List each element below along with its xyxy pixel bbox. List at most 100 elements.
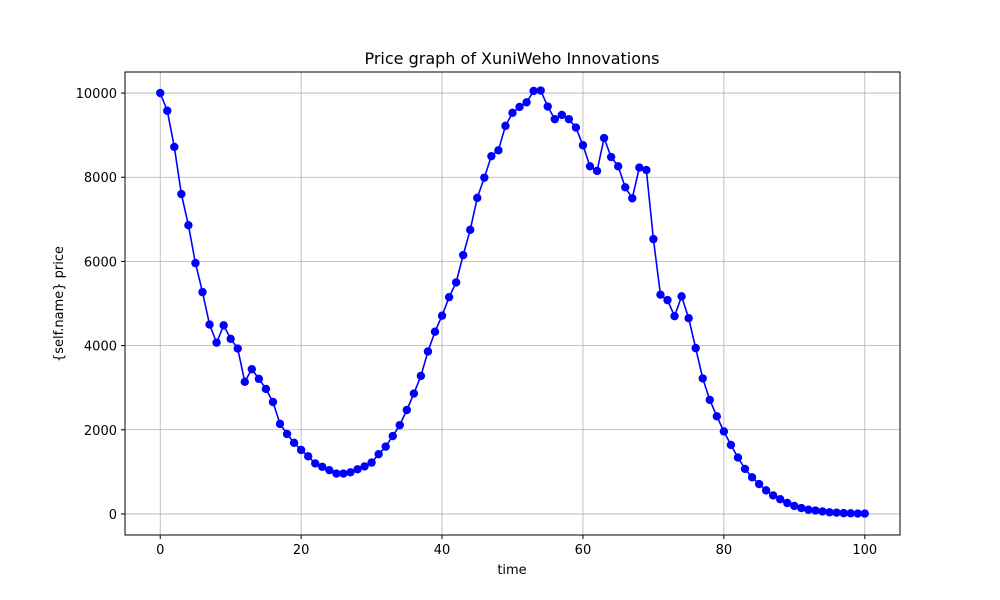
data-point (733, 453, 743, 462)
data-point (839, 508, 848, 518)
data-point (416, 371, 426, 381)
data-point (642, 165, 651, 175)
data-point (444, 292, 454, 302)
data-point (205, 320, 214, 329)
data-point (776, 495, 785, 504)
data-point (198, 287, 207, 297)
data-point (768, 491, 778, 500)
data-point (522, 98, 531, 107)
data-point (712, 412, 722, 421)
data-point (303, 452, 313, 461)
data-point (318, 462, 327, 472)
data-point (501, 121, 510, 131)
data-point (430, 327, 440, 336)
data-point (282, 429, 292, 439)
x-tick-label: 100 (852, 543, 877, 558)
data-point (571, 123, 581, 132)
data-point (529, 86, 538, 96)
data-point (487, 151, 496, 161)
data-point (437, 311, 447, 320)
data-point (754, 479, 764, 489)
data-point (578, 141, 588, 150)
y-tick-label: 2000 (84, 424, 117, 439)
data-point (557, 110, 567, 120)
data-point (360, 462, 369, 471)
data-point (585, 162, 595, 171)
data-point (325, 465, 334, 475)
data-point (656, 290, 665, 299)
data-point (684, 314, 693, 323)
data-point (473, 193, 482, 203)
data-point (670, 311, 679, 321)
data-point (761, 486, 771, 495)
data-point (515, 102, 524, 112)
y-axis-label: {self.name} price (52, 246, 67, 362)
data-point (458, 250, 468, 260)
x-tick-label: 40 (434, 543, 451, 558)
data-point (797, 503, 806, 513)
data-point (860, 509, 869, 518)
data-point (691, 343, 700, 353)
data-point (726, 440, 736, 450)
data-point (804, 505, 813, 514)
axes-frame (124, 71, 901, 536)
data-point (811, 506, 820, 515)
data-point (649, 234, 658, 244)
data-point (466, 225, 475, 235)
data-point (592, 166, 602, 176)
data-point (606, 152, 616, 162)
data-point (550, 114, 559, 124)
data-point (268, 397, 278, 407)
y-tick-label: 4000 (84, 340, 117, 355)
data-point (296, 445, 306, 455)
x-tick-label: 20 (293, 543, 310, 558)
ticks: 0 20 40 60 80 100 0 2000 4000 6000 8000 10000 (76, 87, 878, 558)
data-point (705, 395, 714, 405)
data-point (564, 114, 574, 124)
data-point (719, 427, 729, 436)
data-point (261, 384, 271, 394)
data-point (508, 108, 517, 118)
data-point (783, 498, 792, 508)
data-point (613, 162, 623, 171)
data-point (212, 338, 221, 347)
data-point (381, 442, 390, 451)
data-point (184, 221, 193, 230)
data-point (825, 508, 834, 517)
y-tick-label: 10000 (76, 87, 117, 102)
data-point (374, 449, 383, 459)
data-point (156, 88, 165, 98)
data-point (543, 102, 552, 111)
x-axis-label: time (497, 563, 526, 578)
data-point (247, 364, 257, 374)
series (156, 86, 869, 518)
data-point (170, 142, 179, 152)
data-point (832, 508, 841, 517)
data-point (635, 163, 644, 172)
data-point (367, 458, 376, 467)
data-point (254, 374, 264, 384)
data-point (177, 189, 186, 199)
data-point (219, 321, 228, 330)
data-point (853, 509, 862, 518)
data-point (275, 419, 285, 429)
data-point (621, 183, 630, 192)
data-point (599, 133, 609, 143)
x-tick-label: 0 (156, 543, 164, 558)
y-tick-label: 0 (109, 508, 117, 523)
data-point (226, 334, 235, 344)
data-point (233, 344, 242, 353)
x-tick-label: 60 (575, 543, 592, 558)
data-point (480, 173, 489, 182)
x-tick-label: 80 (716, 543, 733, 558)
data-point (346, 468, 355, 477)
data-point (790, 501, 799, 511)
chart-title: Price graph of XuniWeho Innovations (364, 49, 659, 68)
data-point (818, 507, 827, 516)
data-point (846, 509, 855, 518)
data-point (698, 374, 707, 383)
data-point (494, 146, 503, 155)
data-point (663, 295, 672, 305)
